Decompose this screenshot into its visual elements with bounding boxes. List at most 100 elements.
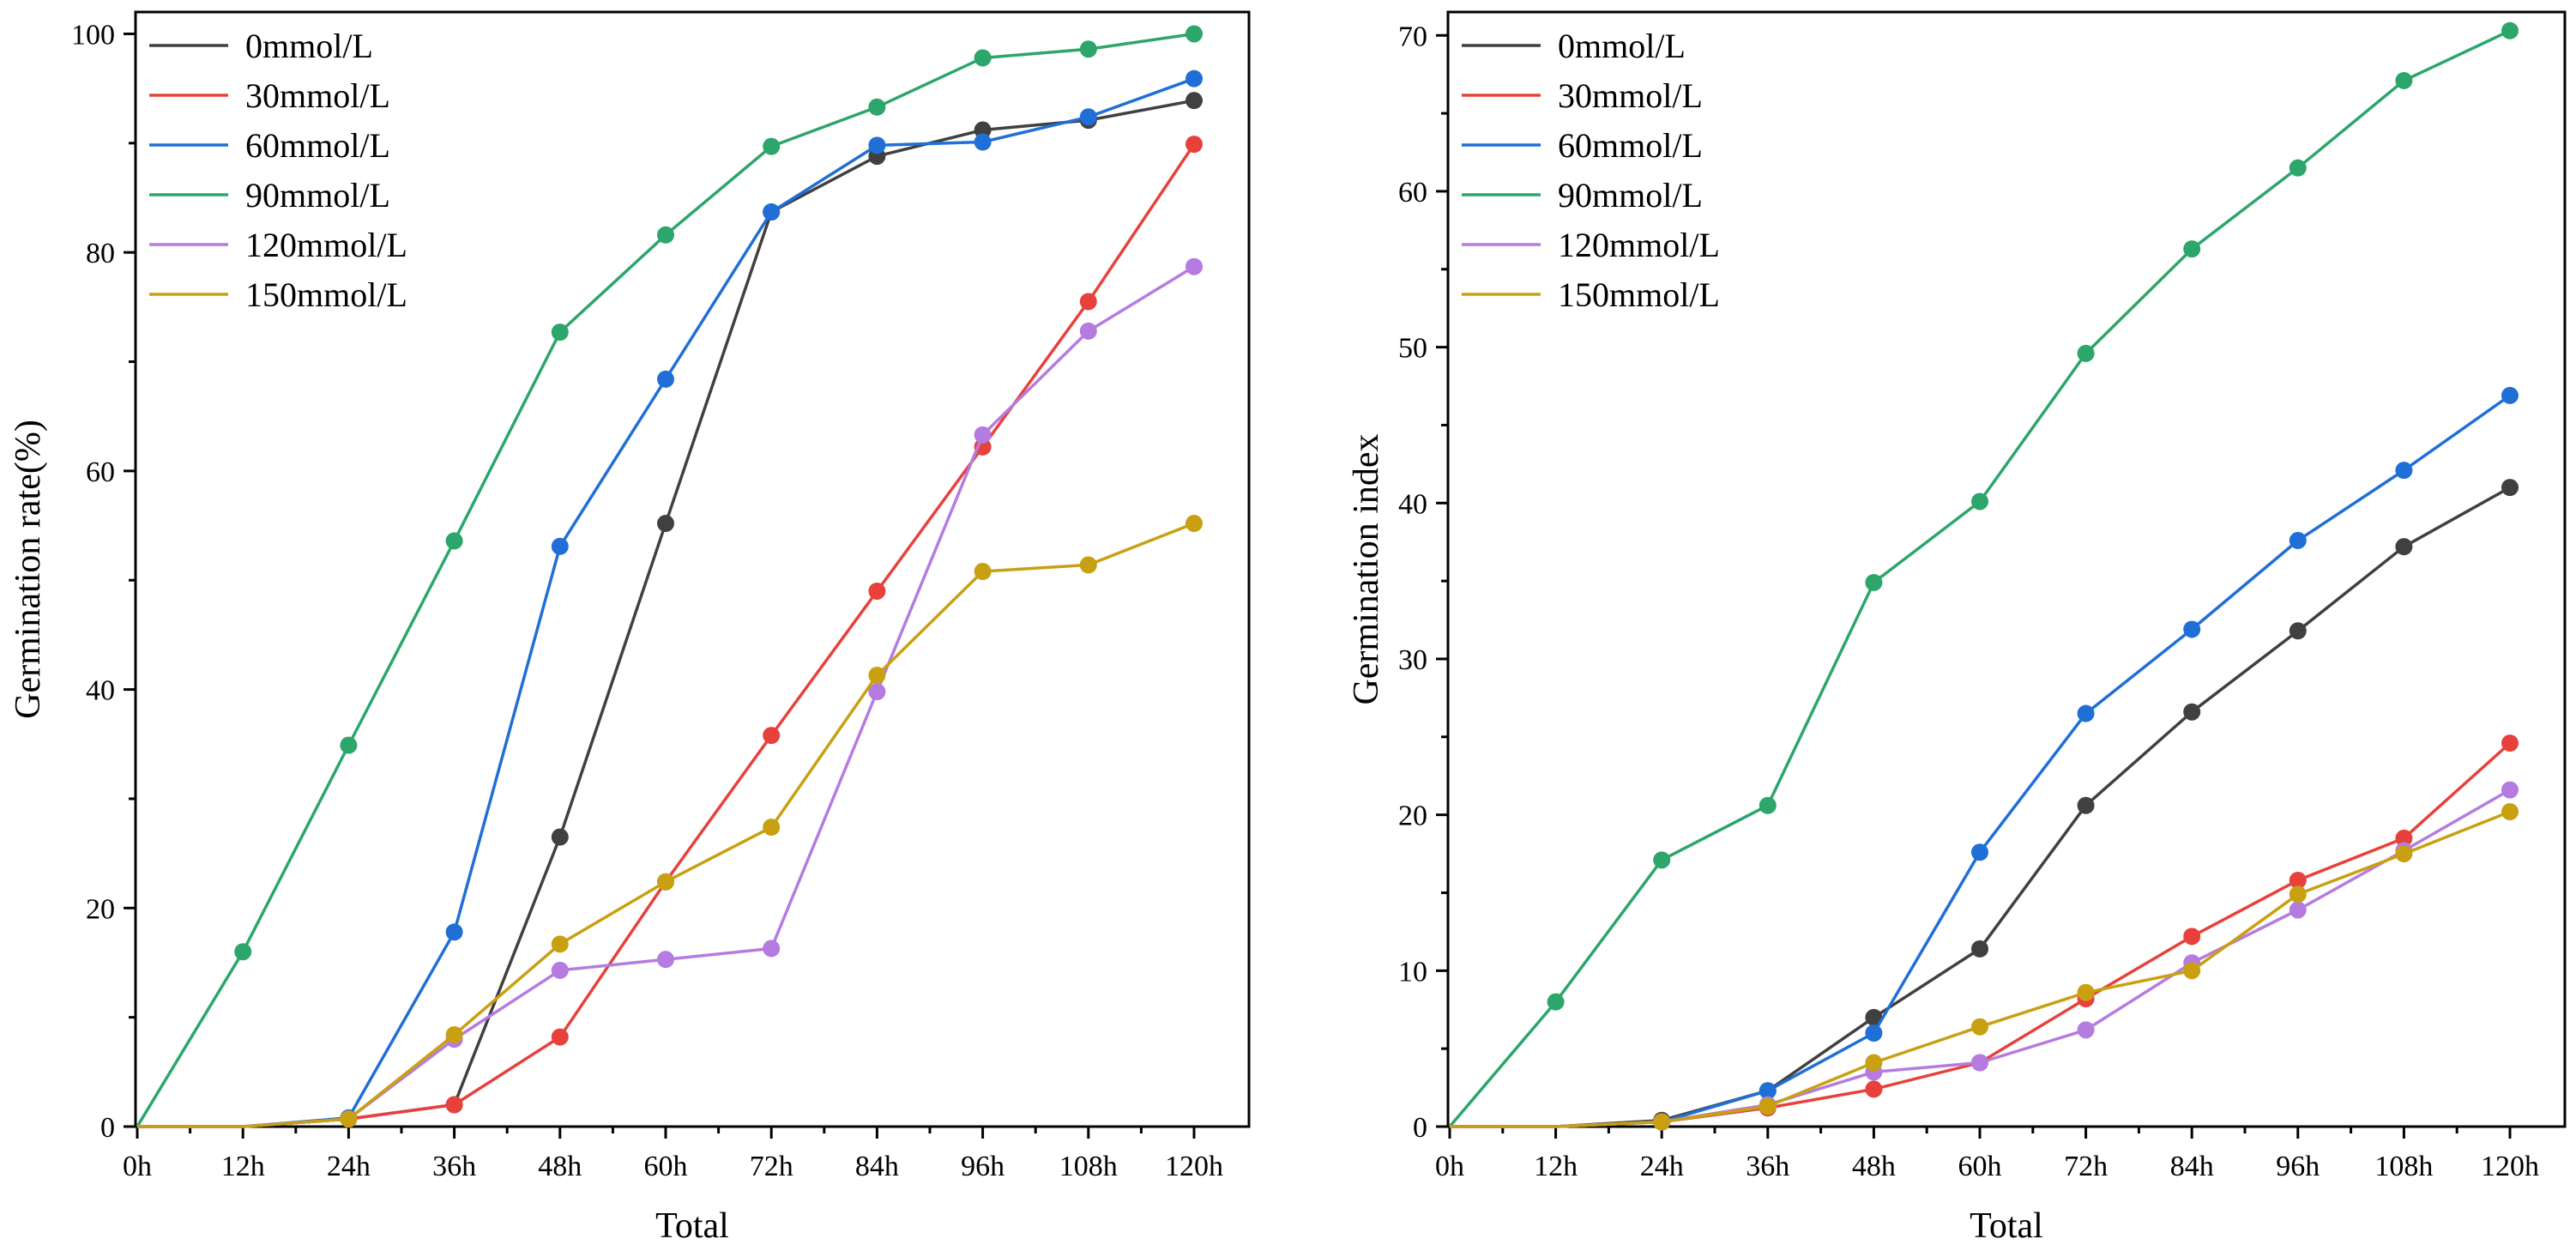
x-tick-label: 96h — [961, 1151, 1004, 1182]
legend-label: 150mmol/L — [245, 275, 407, 314]
data-point — [2289, 531, 2307, 549]
data-point — [1971, 493, 1988, 511]
data-point — [657, 951, 674, 969]
x-tick-label: 0h — [123, 1151, 152, 1182]
x-tick-label: 60h — [1958, 1151, 2002, 1182]
data-point — [2395, 538, 2413, 556]
data-point — [1971, 940, 1988, 958]
data-point — [445, 923, 463, 941]
data-point — [1079, 108, 1097, 126]
data-point — [2077, 1021, 2095, 1039]
y-tick-label: 20 — [1398, 801, 1427, 832]
data-point — [2289, 871, 2307, 889]
data-point — [868, 136, 886, 154]
data-point — [868, 683, 886, 701]
legend: 0mmol/L 30mmol/L 60mmol/L 90mmol/L 120mmol/L… — [149, 27, 407, 314]
data-point — [2183, 962, 2201, 980]
data-point — [868, 582, 886, 600]
data-point — [2183, 928, 2201, 946]
data-point — [657, 873, 674, 891]
data-point — [2289, 159, 2307, 177]
data-point — [2395, 845, 2413, 863]
data-point — [1759, 1082, 1777, 1100]
chart-panel-2: 0h 12h 24h 36h 48h 60h 72h 84h 96h 108h 120h 0 10 20 3… — [1347, 10, 2567, 1246]
legend-label: 0mmol/L — [1558, 27, 1686, 65]
legend-label: 90mmol/L — [245, 176, 390, 215]
data-point — [2077, 796, 2095, 814]
data-point — [2183, 240, 2201, 258]
data-point — [763, 727, 781, 745]
x-tick-label: 36h — [432, 1151, 476, 1182]
data-point — [763, 819, 781, 837]
data-point — [1185, 70, 1203, 88]
data-point — [234, 943, 252, 961]
data-point — [1971, 1054, 1988, 1072]
data-point — [445, 1096, 463, 1114]
data-point — [974, 563, 992, 581]
data-point — [1185, 136, 1203, 154]
legend-label: 30mmol/L — [1558, 76, 1703, 115]
series-line — [1450, 789, 2511, 1128]
data-point — [1185, 25, 1203, 43]
data-point — [551, 1028, 569, 1046]
data-point — [1759, 1097, 1777, 1115]
series-90mmol/L — [136, 25, 1203, 1127]
data-point — [551, 935, 569, 953]
data-point — [2395, 462, 2413, 480]
data-point — [868, 98, 886, 116]
legend-label: 60mmol/L — [245, 126, 390, 165]
x-tick-label: 108h — [2374, 1151, 2433, 1182]
y-axis-title: Germination index — [1347, 433, 1386, 704]
x-axis-title: Total — [1970, 1206, 2043, 1246]
y-tick-label: 0 — [100, 1112, 115, 1144]
data-point — [1185, 92, 1203, 110]
y-tick-label: 60 — [86, 456, 115, 488]
data-point — [974, 426, 992, 444]
y-tick-label: 50 — [1398, 333, 1427, 365]
series-line — [137, 522, 1195, 1128]
y-tick-label: 80 — [86, 238, 115, 269]
data-point — [2077, 704, 2095, 722]
data-point — [763, 203, 781, 221]
data-point — [1079, 293, 1097, 311]
data-point — [1653, 851, 1671, 869]
data-point — [1971, 1018, 1988, 1036]
data-point — [1759, 796, 1777, 814]
x-tick-label: 84h — [2170, 1151, 2214, 1182]
y-tick-label: 60 — [1398, 177, 1427, 208]
legend-label: 120mmol/L — [245, 226, 407, 264]
data-point — [974, 49, 992, 67]
data-point — [2289, 885, 2307, 904]
data-point — [2183, 620, 2201, 638]
y-tick-label: 70 — [1398, 21, 1427, 52]
data-point — [1653, 1113, 1671, 1131]
data-point — [868, 667, 886, 685]
data-point — [1185, 515, 1203, 533]
data-point — [1865, 1080, 1883, 1098]
data-point — [1079, 40, 1097, 58]
x-tick-label: 48h — [1852, 1151, 1896, 1182]
data-point — [1185, 257, 1203, 275]
x-tick-label: 72h — [750, 1151, 793, 1182]
data-point — [1865, 573, 1883, 591]
x-tick-label: 96h — [2276, 1151, 2320, 1182]
data-point — [763, 137, 781, 155]
data-point — [551, 961, 569, 979]
y-tick-label: 10 — [1398, 956, 1427, 988]
chart-panel-1: 0h 12h 24h 36h 48h 60h 72h 84h 96h 108h 120h 0 20 40 6… — [9, 10, 1251, 1246]
data-point — [340, 1110, 358, 1128]
data-point — [551, 323, 569, 341]
data-point — [657, 226, 674, 244]
legend: 0mmol/L 30mmol/L 60mmol/L 90mmol/L 120mmol/L… — [1462, 27, 1720, 314]
plot-frame — [1446, 10, 2567, 1128]
data-point — [1079, 322, 1097, 340]
legend-label: 30mmol/L — [245, 76, 390, 115]
x-tick-label: 0h — [1435, 1151, 1464, 1182]
y-tick-label: 40 — [86, 675, 115, 707]
data-point — [1971, 843, 1988, 861]
data-point — [657, 515, 674, 533]
x-tick-label: 12h — [1534, 1151, 1578, 1182]
y-tick-label: 100 — [71, 19, 115, 51]
x-tick-label: 120h — [2481, 1151, 2539, 1182]
